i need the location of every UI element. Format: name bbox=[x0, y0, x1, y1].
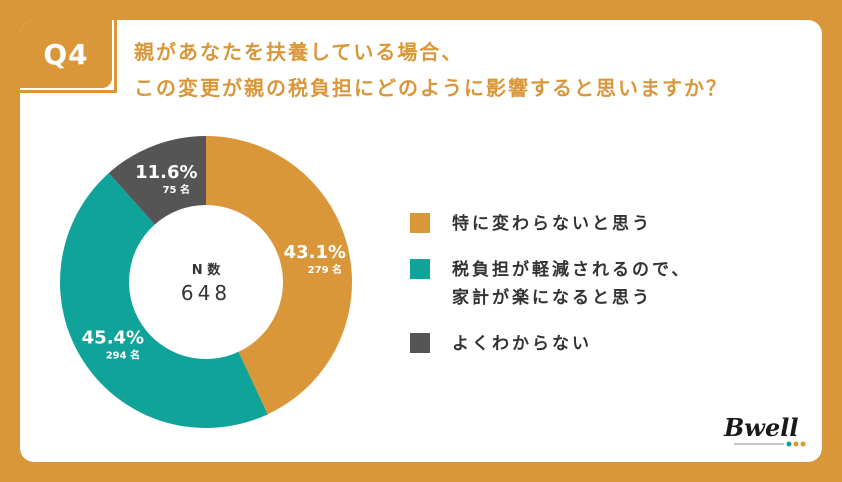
legend-swatch bbox=[410, 259, 430, 279]
slice-percent-label: 43.1% bbox=[284, 242, 346, 263]
slice-count-label: 75 名 bbox=[163, 183, 190, 196]
question-line-2: この変更が親の税負担にどのように影響すると思いますか？ bbox=[134, 76, 728, 100]
badge-underline bbox=[20, 90, 114, 93]
legend-item-reduced-burden: 税負担が軽減されるので、 家計が楽になると思う bbox=[410, 256, 770, 312]
question-number: Q4 bbox=[43, 37, 89, 71]
legend-item-no-change: 特に変わらないと思う bbox=[410, 210, 770, 238]
legend-swatch bbox=[410, 213, 430, 233]
center-label: N 数 bbox=[192, 262, 221, 278]
legend-label-line: よくわからない bbox=[452, 334, 592, 354]
slice-reduced-burden bbox=[59, 173, 268, 429]
slice-no-change bbox=[206, 136, 353, 415]
legend-label-line: 特に変わらないと思う bbox=[452, 214, 652, 234]
slice-percent-label: 11.6% bbox=[135, 162, 197, 183]
bwell-logo: Bwell bbox=[723, 413, 806, 447]
logo-text: Bwell bbox=[723, 413, 798, 442]
slice-percent-label: 45.4% bbox=[82, 327, 144, 348]
question-badge: Q4 bbox=[20, 20, 112, 88]
donut-chart: 43.1%279 名 45.4%294 名 11.6%75 名 N 数 648 bbox=[59, 136, 353, 429]
chart-legend: 特に変わらないと思う 税負担が軽減されるので、 家計が楽になると思う よくわから… bbox=[410, 210, 770, 376]
legend-label-line: 家計が楽になると思う bbox=[452, 288, 652, 308]
center-value: 648 bbox=[181, 281, 231, 305]
badge-divider bbox=[114, 20, 117, 93]
question-title: 親があなたを扶養している場合、 この変更が親の税負担にどのように影響すると思いま… bbox=[134, 34, 814, 106]
slice-count-label: 294 名 bbox=[106, 348, 140, 361]
chart-card: Q4 親があなたを扶養している場合、 この変更が親の税負担にどのように影響すると… bbox=[20, 20, 822, 462]
legend-item-not-sure: よくわからない bbox=[410, 330, 770, 358]
slice-not-sure bbox=[108, 136, 206, 225]
question-line-1: 親があなたを扶養している場合、 bbox=[134, 40, 464, 64]
slice-count-label: 279 名 bbox=[308, 263, 342, 276]
legend-swatch bbox=[410, 333, 430, 353]
legend-label-line: 税負担が軽減されるので、 bbox=[452, 260, 692, 280]
